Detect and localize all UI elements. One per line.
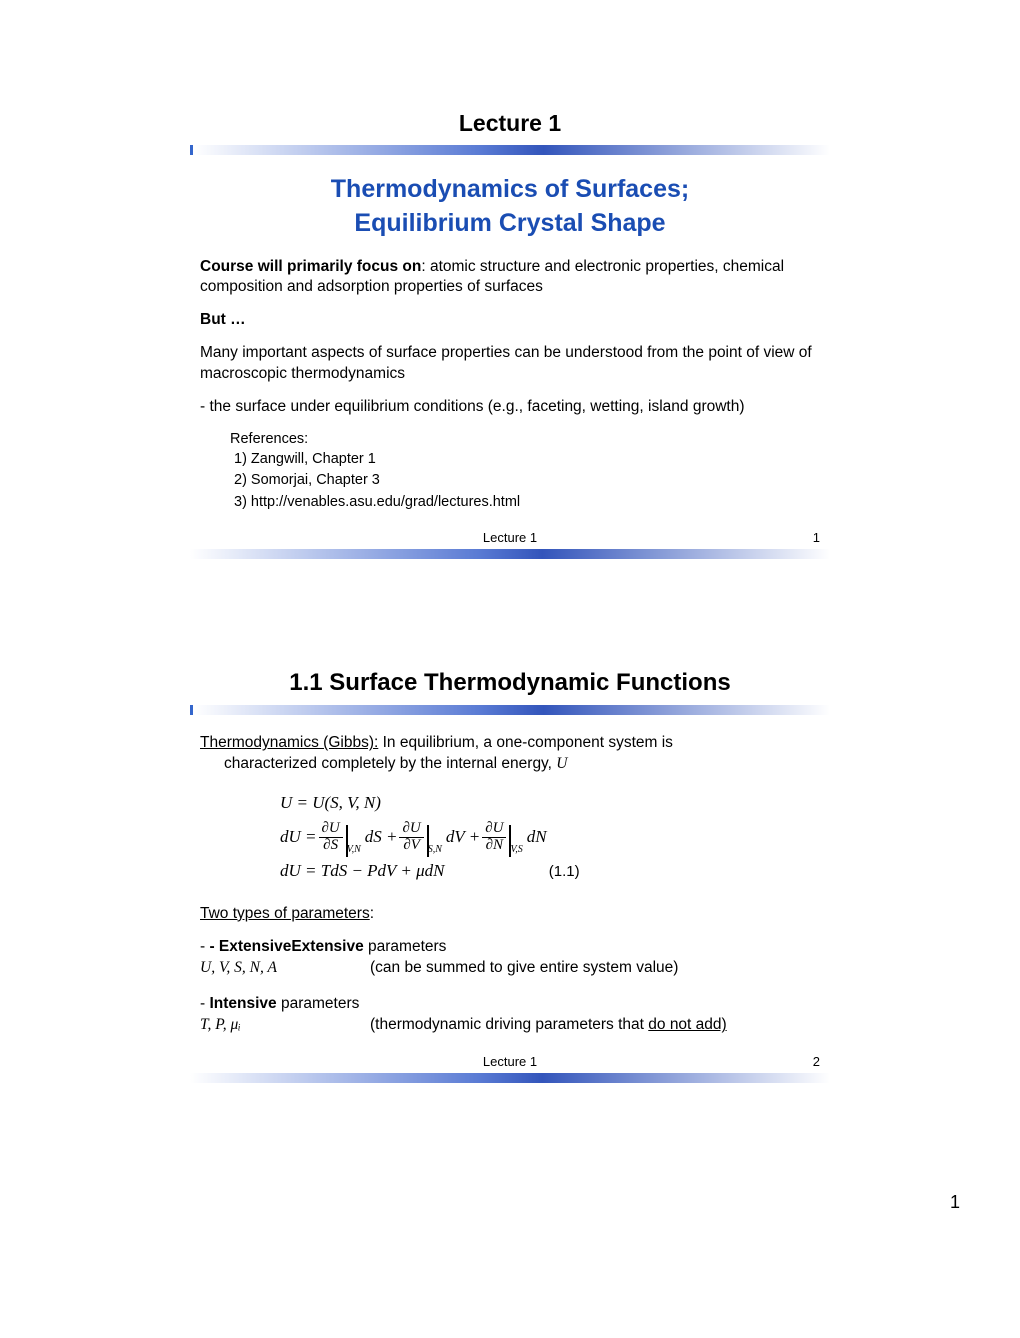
ref-item: 2) Somorjai, Chapter 3 bbox=[230, 471, 822, 491]
row: T, P, μᵢ (thermodynamic driving paramete… bbox=[200, 1015, 822, 1036]
slide-2: 1.1 Surface Thermodynamic Functions Ther… bbox=[190, 669, 830, 1083]
slide-footer: Lecture 1 1 bbox=[190, 530, 830, 545]
paragraph: Two types of parameters: bbox=[200, 904, 822, 925]
paragraph: Thermodynamics (Gibbs): In equilibrium, … bbox=[200, 733, 822, 775]
references: References: 1) Zangwill, Chapter 1 2) So… bbox=[200, 430, 822, 512]
but-label: But … bbox=[200, 311, 246, 328]
text: - - Extensive bbox=[200, 938, 291, 955]
equation-number: (1.1) bbox=[549, 863, 580, 880]
title-rule bbox=[190, 705, 830, 715]
bold-label: Extensive bbox=[291, 938, 363, 955]
denominator: ∂N bbox=[483, 838, 506, 854]
line: - - ExtensiveExtensive parameters bbox=[200, 937, 822, 958]
eq-line-1: U = U(S, V, N) bbox=[280, 787, 822, 819]
intensive-block: - Intensive parameters T, P, μᵢ (thermod… bbox=[200, 994, 822, 1036]
numerator: ∂U bbox=[399, 821, 423, 838]
slide-super-title: Lecture 1 bbox=[190, 110, 830, 137]
var-U: U bbox=[556, 755, 567, 772]
equation-block: U = U(S, V, N) dU = ∂U∂SV,N dS + ∂U∂VS,N… bbox=[200, 787, 822, 888]
text: characterized completely by the internal… bbox=[224, 755, 556, 772]
vars: U, V, S, N, A bbox=[200, 958, 370, 979]
ref-item: 3) http://venables.asu.edu/grad/lectures… bbox=[230, 493, 822, 513]
subscript: S,N bbox=[428, 840, 442, 859]
text: parameters bbox=[364, 938, 447, 955]
vars: T, P, μᵢ bbox=[200, 1015, 370, 1036]
fraction: ∂U∂S bbox=[319, 821, 343, 854]
bottom-rule bbox=[190, 549, 830, 559]
subscript: V,N bbox=[347, 840, 361, 859]
extensive-block: - - ExtensiveExtensive parameters U, V, … bbox=[200, 937, 822, 979]
denominator: ∂V bbox=[400, 838, 423, 854]
spacer bbox=[200, 978, 822, 994]
eq-line-2: dU = ∂U∂SV,N dS + ∂U∂VS,N dV + ∂U∂NV,S d… bbox=[280, 819, 822, 855]
slide-body: Thermodynamics (Gibbs): In equilibrium, … bbox=[190, 733, 830, 1036]
bottom-rule bbox=[190, 1073, 830, 1083]
section-title: 1.1 Surface Thermodynamic Functions bbox=[190, 669, 830, 697]
slide-number: 2 bbox=[813, 1054, 820, 1069]
ref-item: 1) Zangwill, Chapter 1 bbox=[230, 450, 822, 470]
underline-lead: Two types of parameters bbox=[200, 905, 370, 922]
eq-line-3: dU = TdS − PdV + μdN (1.1) bbox=[280, 855, 822, 887]
slide-body: Course will primarily focus on: atomic s… bbox=[190, 257, 830, 513]
footer-label: Lecture 1 bbox=[483, 1054, 537, 1069]
text: dV + bbox=[446, 821, 480, 853]
equation: dU = TdS − PdV + μdN bbox=[280, 861, 444, 880]
line: - Intensive parameters bbox=[200, 994, 822, 1015]
text: (thermodynamic driving parameters that bbox=[370, 1016, 648, 1033]
subscript: V,S bbox=[510, 840, 522, 859]
desc: (can be summed to give entire system val… bbox=[370, 958, 822, 979]
numerator: ∂U bbox=[319, 821, 343, 838]
underline-lead: Thermodynamics (Gibbs): bbox=[200, 734, 378, 751]
paragraph: Course will primarily focus on: atomic s… bbox=[200, 257, 822, 299]
title-line-2: Equilibrium Crystal Shape bbox=[354, 209, 665, 237]
paragraph: But … bbox=[200, 310, 822, 331]
text: In equilibrium, a one-component system i… bbox=[378, 734, 673, 751]
text: parameters bbox=[277, 995, 360, 1012]
desc: (thermodynamic driving parameters that d… bbox=[370, 1015, 822, 1036]
paragraph: Many important aspects of surface proper… bbox=[200, 343, 822, 385]
bold-lead: Course will primarily focus on bbox=[200, 258, 421, 275]
fraction: ∂U∂N bbox=[482, 821, 506, 854]
text: characterized completely by the internal… bbox=[200, 755, 567, 772]
paragraph: - the surface under equilibrium conditio… bbox=[200, 397, 822, 418]
slide-title: Thermodynamics of Surfaces; Equilibrium … bbox=[190, 173, 830, 241]
numerator: ∂U bbox=[482, 821, 506, 838]
text: dN bbox=[527, 821, 547, 853]
row: U, V, S, N, A (can be summed to give ent… bbox=[200, 958, 822, 979]
slide-number: 1 bbox=[813, 530, 820, 545]
footer-label: Lecture 1 bbox=[483, 530, 537, 545]
refs-label: References: bbox=[230, 430, 822, 450]
slide-footer: Lecture 1 2 bbox=[190, 1054, 830, 1069]
title-rule bbox=[190, 145, 830, 155]
fraction: ∂U∂V bbox=[399, 821, 423, 854]
title-line-1: Thermodynamics of Surfaces; bbox=[331, 175, 689, 203]
text: dS + bbox=[365, 821, 398, 853]
underline-text: do not add) bbox=[648, 1016, 726, 1033]
page: Lecture 1 Thermodynamics of Surfaces; Eq… bbox=[0, 0, 1020, 1233]
bold-label: Intensive bbox=[209, 995, 276, 1012]
page-number: 1 bbox=[950, 1192, 960, 1213]
slide-1: Lecture 1 Thermodynamics of Surfaces; Eq… bbox=[190, 110, 830, 559]
eq-prefix: dU = bbox=[280, 821, 317, 853]
denominator: ∂S bbox=[320, 838, 341, 854]
